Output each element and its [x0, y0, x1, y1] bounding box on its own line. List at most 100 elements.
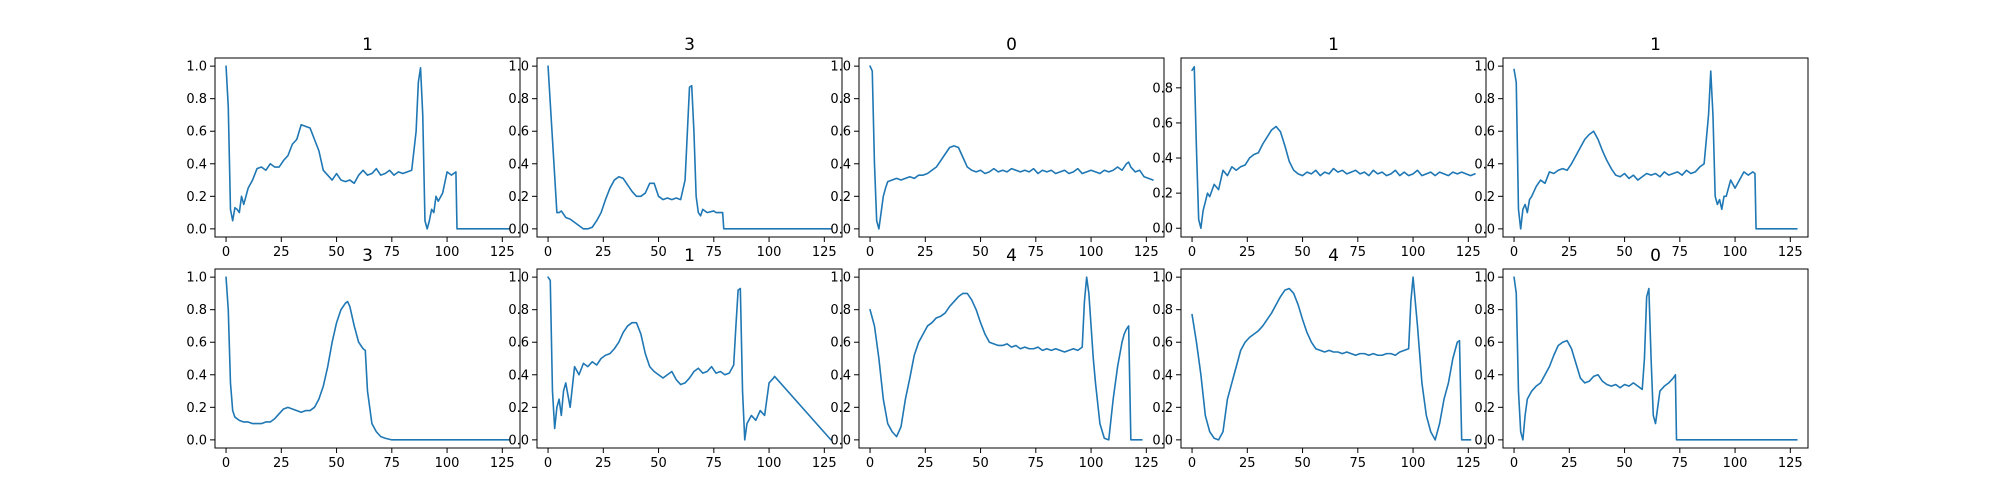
y-tick-label: 0.8 [830, 92, 851, 107]
x-tick-label: 50 [972, 245, 989, 260]
subplot-7: 1 0 25 50 75 100 125 0.0 0.2 0.4 0.6 0.8 1.0 [508, 246, 843, 471]
x-tick-label: 125 [812, 456, 837, 471]
subplot-title: 3 [362, 246, 373, 266]
x-tick-label: 125 [1456, 456, 1481, 471]
y-tick-label: 1.0 [186, 60, 207, 75]
y-tick-label: 0.8 [830, 303, 851, 318]
x-tick-label: 100 [1079, 245, 1104, 260]
x-tick-label: 25 [917, 456, 934, 471]
y-tick-label: 0.0 [1152, 433, 1173, 448]
y-tick-label: 0.6 [186, 125, 207, 140]
y-tick-label: 1.0 [1474, 60, 1495, 75]
x-tick-label: 125 [1134, 245, 1159, 260]
axes-frame [1502, 57, 1809, 238]
x-tick-label: 100 [1401, 245, 1426, 260]
x-tick-label: 50 [650, 456, 667, 471]
x-tick-label: 25 [1239, 456, 1256, 471]
y-tick-label: 0.8 [1474, 92, 1495, 107]
axes-frame [858, 57, 1165, 238]
subplot-5: 1 0 25 50 75 100 125 0.0 0.2 0.4 0.6 0.8 1.0 [1474, 35, 1809, 260]
y-tick-label: 0.0 [186, 222, 207, 237]
y-tick-label: 1.0 [1474, 271, 1495, 286]
x-tick-label: 125 [490, 456, 515, 471]
x-tick-label: 50 [328, 456, 345, 471]
y-tick-label: 0.0 [830, 222, 851, 237]
series-line [1191, 65, 1476, 230]
axes-frame [536, 268, 843, 449]
y-tick-label: 0.4 [1474, 368, 1495, 383]
x-tick-label: 0 [866, 456, 874, 471]
y-tick-label: 0.6 [508, 336, 529, 351]
y-tick-label: 0.4 [1152, 368, 1173, 383]
axes-frame [1502, 268, 1809, 449]
subplot-4: 1 0 25 50 75 100 125 0.0 0.2 0.4 0.6 0.8 [1152, 35, 1487, 260]
y-tick-label: 0.0 [508, 433, 529, 448]
x-tick-label: 100 [1401, 456, 1426, 471]
subplot-title: 0 [1650, 246, 1661, 266]
y-tick-label: 0.6 [1152, 336, 1173, 351]
subplot-9: 4 0 25 50 75 100 125 0.0 0.2 0.4 0.6 0.8 1.0 [1152, 246, 1487, 471]
series-line [1513, 68, 1798, 230]
y-tick-label: 1.0 [830, 271, 851, 286]
y-tick-label: 0.2 [1474, 401, 1495, 416]
x-tick-label: 50 [1616, 456, 1633, 471]
subplot-8: 4 0 25 50 75 100 125 0.0 0.2 0.4 0.6 0.8 1.0 [830, 246, 1165, 471]
x-tick-label: 50 [972, 456, 989, 471]
y-tick-label: 1.0 [186, 271, 207, 286]
x-tick-label: 50 [1616, 245, 1633, 260]
axes-frame [214, 57, 521, 238]
subplot-2: 3 0 25 50 75 100 125 0.0 0.2 0.4 0.6 0.8 1.0 [508, 35, 843, 260]
y-tick-label: 0.0 [1474, 222, 1495, 237]
series-line [1513, 276, 1798, 441]
x-tick-label: 100 [435, 245, 460, 260]
y-tick-label: 0.4 [830, 368, 851, 383]
y-tick-label: 0.6 [186, 336, 207, 351]
subplot-title: 4 [1328, 246, 1339, 266]
x-tick-label: 100 [1723, 245, 1748, 260]
x-tick-label: 0 [544, 456, 552, 471]
x-tick-label: 75 [1028, 456, 1045, 471]
y-tick-label: 0.6 [1152, 116, 1173, 131]
y-tick-label: 0.8 [1152, 303, 1173, 318]
axes-frame [1180, 268, 1487, 449]
x-tick-label: 0 [1510, 456, 1518, 471]
y-tick-label: 0.4 [830, 157, 851, 172]
subplot-10: 0 0 25 50 75 100 125 0.0 0.2 0.4 0.6 0.8 1.0 [1474, 246, 1809, 471]
subplot-title: 0 [1006, 35, 1017, 55]
subplot-title: 1 [362, 35, 373, 55]
x-tick-label: 50 [1294, 456, 1311, 471]
x-tick-label: 75 [384, 456, 401, 471]
subplot-6: 3 0 25 50 75 100 125 0.0 0.2 0.4 0.6 0.8 1.0 [186, 246, 521, 471]
y-tick-label: 0.2 [186, 401, 207, 416]
y-tick-label: 0.4 [508, 368, 529, 383]
subplot-title: 3 [684, 35, 695, 55]
y-tick-label: 0.8 [1152, 81, 1173, 96]
x-tick-label: 0 [866, 245, 874, 260]
y-tick-label: 1.0 [1152, 271, 1173, 286]
x-tick-label: 25 [1561, 456, 1578, 471]
y-tick-label: 1.0 [508, 271, 529, 286]
y-tick-label: 0.0 [1152, 222, 1173, 237]
series-line [225, 276, 510, 441]
series-line [225, 65, 510, 230]
y-tick-label: 0.0 [508, 222, 529, 237]
y-tick-label: 0.6 [508, 125, 529, 140]
x-tick-label: 0 [222, 456, 230, 471]
x-tick-label: 75 [1350, 245, 1367, 260]
x-tick-label: 0 [1188, 245, 1196, 260]
x-tick-label: 75 [384, 245, 401, 260]
x-tick-label: 125 [1778, 456, 1803, 471]
axes-frame [536, 57, 843, 238]
series-line [869, 276, 1143, 441]
x-tick-label: 0 [222, 245, 230, 260]
x-tick-label: 0 [1188, 456, 1196, 471]
y-tick-label: 0.6 [1474, 336, 1495, 351]
axes-frame [214, 268, 521, 449]
y-tick-label: 0.2 [830, 401, 851, 416]
y-tick-label: 0.2 [830, 190, 851, 205]
y-tick-label: 1.0 [508, 60, 529, 75]
y-tick-label: 1.0 [830, 60, 851, 75]
y-tick-label: 0.0 [830, 433, 851, 448]
x-tick-label: 125 [812, 245, 837, 260]
x-tick-label: 125 [1134, 456, 1159, 471]
